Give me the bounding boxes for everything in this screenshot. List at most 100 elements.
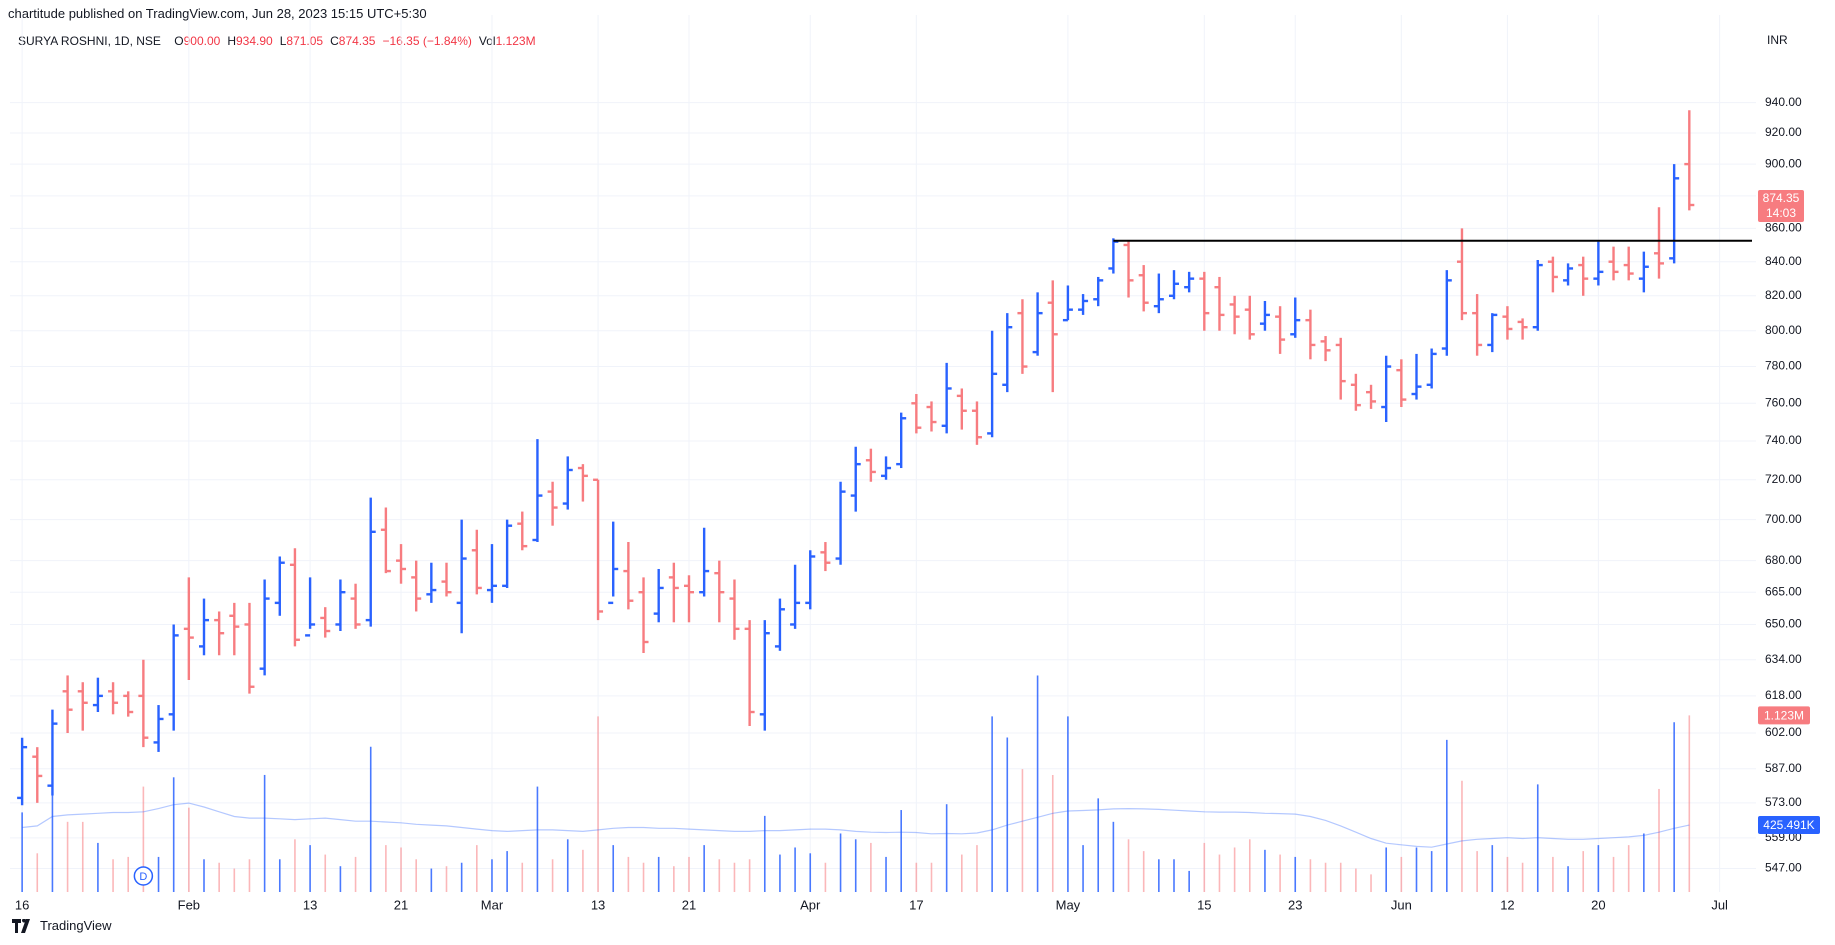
y-tick-label: 720.00 [1765, 472, 1802, 486]
symbol: SURYA ROSHNI, 1D, NSE [18, 34, 161, 48]
ohlc-bar [1032, 292, 1043, 356]
ohlc-bar [1593, 241, 1604, 286]
ohlc-bar [486, 544, 497, 603]
ohlc-bar [274, 556, 285, 616]
legend-volume: 1.123M [495, 34, 536, 48]
ohlc-bar [47, 709, 58, 796]
ohlc-bar [623, 542, 634, 610]
ohlc-bar [1381, 355, 1392, 423]
ohlc-bar [396, 544, 407, 584]
ohlc-bar [562, 456, 573, 510]
ohlc-bar [456, 519, 467, 634]
ohlc-bar [1335, 337, 1346, 400]
price-label: 874.35 [1763, 191, 1800, 205]
x-tick-label: Feb [178, 897, 200, 912]
ohlc-bar [699, 527, 710, 597]
ohlc-bar [1638, 251, 1649, 293]
ohlc-bar [77, 682, 88, 731]
ohlc-bar [668, 562, 679, 623]
ohlc-bar [1396, 359, 1407, 408]
y-tick-label: 573.00 [1765, 795, 1802, 809]
publish-header: chartitude published on TradingView.com,… [8, 6, 427, 21]
x-tick-label: 23 [1288, 897, 1302, 912]
ohlc-bar [1502, 306, 1513, 340]
y-tick-label: 680.00 [1765, 553, 1802, 567]
ohlc-bar [1138, 265, 1149, 312]
ohlc-bar [759, 620, 770, 731]
x-tick-label: Apr [800, 897, 821, 912]
legend-key: Vol [478, 34, 496, 48]
ohlc-bar [1229, 295, 1240, 335]
ohlc-bar [684, 575, 694, 623]
ohlc-bar [638, 577, 649, 654]
ohlc-bar [1487, 313, 1498, 353]
legend-key: L [279, 34, 287, 48]
footer-text: TradingView [40, 918, 112, 933]
volume-label-box [1758, 706, 1810, 725]
legend: SURYA ROSHNI, 1D, NSE O900.00 H934.90 L871… [18, 34, 543, 48]
ohlc-bar [1608, 246, 1619, 281]
ohlc-bar [774, 598, 785, 651]
y-tick-label: 940.00 [1765, 95, 1802, 109]
ohlc-bar [183, 577, 194, 680]
ohlc-bar [108, 682, 119, 715]
ohlc-bar [1184, 271, 1195, 293]
ohlc-bar [1684, 110, 1695, 211]
volume-label: 1.123M [1764, 708, 1804, 722]
ohlc-bar [62, 675, 73, 733]
ohlc-bar [577, 464, 588, 502]
legend-value: 874.35 [338, 34, 376, 48]
y-tick-label: 634.00 [1765, 652, 1802, 666]
y-tick-label: 602.00 [1765, 725, 1802, 739]
ohlc-bar [1563, 263, 1574, 286]
ohlc-bar [229, 602, 240, 656]
y-tick-label: 618.00 [1765, 688, 1802, 702]
volume-ma-label: 425.491K [1763, 818, 1814, 832]
y-tick-label: 740.00 [1765, 433, 1802, 447]
legend-key: H [227, 34, 236, 48]
ohlc-bar [987, 330, 998, 438]
currency: INR [1767, 33, 1788, 47]
ohlc-bar [881, 456, 892, 480]
y-tick-label: 700.00 [1765, 512, 1802, 526]
legend-key: O [174, 34, 184, 48]
ohlc-bar [1078, 294, 1089, 315]
ohlc-bar [168, 624, 179, 731]
ohlc-bar [123, 691, 134, 717]
legend-value: 900.00 [183, 34, 221, 48]
ohlc-bar [1199, 271, 1210, 331]
event-label: D [139, 871, 147, 883]
ohlc-bar [199, 598, 209, 656]
ohlc-bar [1366, 384, 1377, 409]
y-tick-label: 900.00 [1765, 156, 1802, 170]
ohlc-bar [411, 560, 422, 612]
x-tick-label: 13 [303, 897, 317, 912]
x-tick-label: 13 [591, 897, 605, 912]
ohlc-bar [1153, 273, 1164, 314]
ohlc-bar [1017, 299, 1028, 374]
countdown: 14:03 [1766, 206, 1796, 220]
ohlc-bar [532, 439, 543, 543]
x-tick-label: 17 [909, 897, 923, 912]
ohlc-bar [1623, 246, 1634, 281]
ohlc-bar [865, 448, 876, 482]
y-tick-label: 650.00 [1765, 617, 1802, 631]
x-tick-label: Jun [1391, 897, 1412, 912]
ohlc-bar [896, 412, 907, 469]
y-tick-label: 920.00 [1765, 125, 1802, 139]
logo [12, 918, 30, 933]
ohlc-bar [1456, 228, 1467, 321]
ohlc-bar [1472, 294, 1483, 356]
ohlc-bar [1426, 348, 1437, 389]
ohlc-bar [1002, 313, 1013, 393]
y-tick-label: 840.00 [1765, 254, 1802, 268]
ohlc-bar [1047, 280, 1058, 393]
volume-ma-line [22, 802, 1690, 848]
ohlc-bar [1244, 295, 1255, 340]
ohlc-bar [547, 481, 558, 526]
ohlc-bar [1517, 318, 1528, 340]
ohlc-bar [1350, 373, 1361, 411]
x-tick-label: May [1056, 897, 1081, 912]
